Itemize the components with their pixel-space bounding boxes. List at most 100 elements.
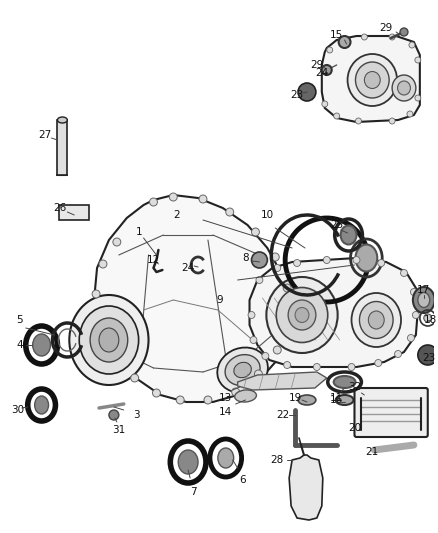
Circle shape [131,374,138,382]
Circle shape [248,311,255,319]
Text: 23: 23 [290,90,304,100]
Ellipse shape [178,450,198,474]
Circle shape [273,346,281,354]
Circle shape [353,256,360,263]
Circle shape [400,270,407,277]
Circle shape [283,316,291,324]
Text: 27: 27 [38,130,51,140]
Circle shape [99,260,107,268]
Polygon shape [94,195,289,402]
Ellipse shape [99,328,119,352]
Text: 2: 2 [173,210,180,220]
Text: 32: 32 [348,382,361,392]
Ellipse shape [57,117,67,123]
Circle shape [284,361,291,368]
Text: 30: 30 [11,405,25,415]
Circle shape [339,36,350,48]
Ellipse shape [33,334,50,356]
Circle shape [92,290,100,298]
Circle shape [226,208,234,216]
Text: 18: 18 [424,315,438,325]
Text: 11: 11 [330,393,343,403]
Circle shape [274,264,281,271]
Circle shape [407,335,414,342]
Circle shape [113,238,121,246]
Polygon shape [57,120,67,175]
Ellipse shape [298,395,316,405]
Circle shape [322,65,332,75]
Ellipse shape [364,71,380,88]
Circle shape [375,359,381,367]
Circle shape [400,28,408,36]
Ellipse shape [69,295,148,385]
Text: 5: 5 [17,315,23,325]
Circle shape [415,57,421,63]
Text: 26: 26 [53,203,66,213]
Text: 1: 1 [135,227,142,237]
Circle shape [334,113,339,119]
Ellipse shape [295,308,309,322]
Circle shape [251,228,259,236]
Circle shape [109,352,117,360]
Circle shape [409,42,415,48]
Ellipse shape [334,376,356,388]
Circle shape [413,311,419,319]
Ellipse shape [413,287,434,313]
Ellipse shape [418,293,430,308]
Circle shape [271,253,279,261]
Ellipse shape [336,395,353,405]
Circle shape [410,288,417,295]
Text: 14: 14 [219,407,233,417]
Ellipse shape [35,396,49,414]
Circle shape [323,256,330,263]
Polygon shape [250,258,418,367]
Text: 9: 9 [216,295,223,305]
Circle shape [109,410,119,420]
Circle shape [254,370,262,378]
Text: 6: 6 [239,475,246,485]
Text: 10: 10 [261,210,274,220]
Text: 31: 31 [112,425,125,435]
Text: 20: 20 [348,423,361,433]
Circle shape [293,260,300,266]
Text: 21: 21 [366,447,379,457]
Text: 17: 17 [417,285,431,295]
Circle shape [395,351,402,358]
Polygon shape [289,455,323,520]
Ellipse shape [360,302,393,338]
Ellipse shape [288,300,316,330]
Ellipse shape [352,293,401,347]
Text: 7: 7 [190,487,196,497]
Text: 29: 29 [380,23,393,33]
Text: 8: 8 [242,253,249,263]
Ellipse shape [79,306,138,374]
Text: 28: 28 [271,455,284,465]
Circle shape [415,95,421,101]
Circle shape [149,198,157,206]
Text: 24: 24 [315,68,328,78]
Ellipse shape [368,311,384,329]
Ellipse shape [234,362,251,378]
Text: 29: 29 [310,60,324,70]
Text: 22: 22 [276,410,290,420]
Polygon shape [322,36,420,122]
Text: 19: 19 [289,393,302,403]
Ellipse shape [276,287,328,343]
Circle shape [348,364,355,370]
Text: 25: 25 [330,220,343,230]
Text: 13: 13 [219,393,233,403]
Text: 12: 12 [147,255,160,265]
FancyBboxPatch shape [354,388,428,437]
Circle shape [389,118,395,124]
Circle shape [152,389,160,397]
Circle shape [322,101,328,107]
Circle shape [361,34,367,40]
Circle shape [418,345,438,365]
Circle shape [95,324,103,332]
Ellipse shape [356,245,377,271]
Text: 16: 16 [330,395,343,405]
Circle shape [327,47,333,53]
Ellipse shape [235,390,256,402]
Circle shape [298,83,316,101]
Ellipse shape [218,448,234,468]
